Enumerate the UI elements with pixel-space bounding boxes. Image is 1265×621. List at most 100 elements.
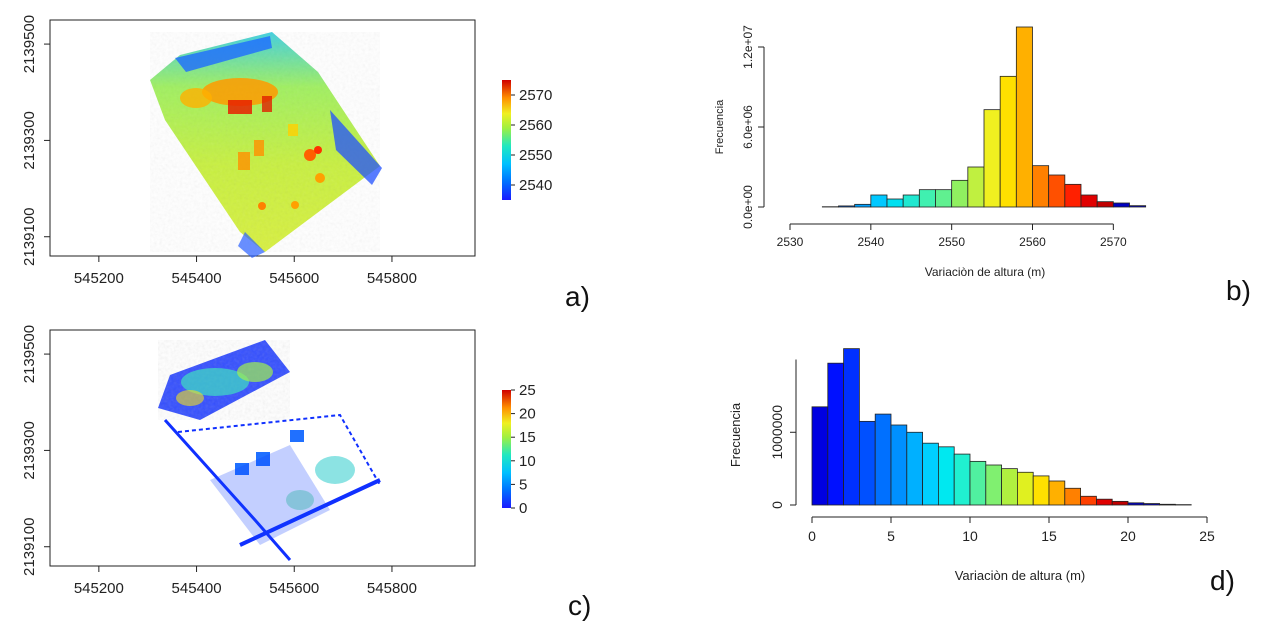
histogram-bar [906, 431, 923, 506]
map-c-colorbar: 0 5 10 15 20 25 [502, 382, 536, 517]
x-tick-label: 10 [962, 528, 978, 544]
map-a-colorbar: 2540 2550 2560 2570 [502, 80, 552, 200]
y-tick-label: 1000000 [769, 405, 785, 460]
histogram-d-x-label: Variaciòn de altura (m) [955, 568, 1086, 583]
histogram-bar [1159, 503, 1176, 506]
x-tick-label: 25 [1199, 528, 1215, 544]
y-tick-label: 2139100 [21, 518, 38, 576]
histogram-bar [935, 189, 953, 208]
histogram-bar [951, 179, 969, 208]
histogram-bar [938, 446, 955, 506]
map-c-colorbar-ticks: 0 5 10 15 20 25 [511, 382, 536, 517]
histogram-b-x-label: Variaciòn de altura (m) [925, 265, 1046, 279]
histogram-b-bars [821, 26, 1147, 208]
map-a-colorbar-ticks: 2540 2550 2560 2570 [511, 87, 552, 194]
histogram-bar [918, 189, 936, 208]
map-c-x-ticks: 545200 545400 545600 545800 [74, 566, 417, 597]
x-tick-label: 545600 [269, 270, 319, 287]
histogram-d: 0 5 10 15 20 25 0 1000000 Variaciòn de altura … [728, 348, 1215, 583]
y-tick-label: 1.2e+07 [741, 25, 755, 69]
colorbar-tick-label: 20 [519, 406, 536, 423]
histogram-bar [1129, 205, 1147, 208]
histogram-bar [1143, 503, 1161, 506]
histogram-bar [811, 406, 829, 506]
histogram-bar [843, 348, 860, 506]
histogram-bar [1096, 201, 1114, 208]
y-tick-label: 2139300 [21, 421, 38, 479]
histogram-bar [1064, 183, 1082, 208]
histogram-bar [1048, 480, 1066, 506]
x-tick-label: 15 [1041, 528, 1057, 544]
colorbar-tick-label: 2540 [519, 177, 552, 194]
x-tick-label: 545800 [367, 580, 417, 597]
histogram-bar [1080, 194, 1098, 208]
x-tick-label: 545400 [172, 580, 222, 597]
histogram-bar [922, 442, 939, 506]
histogram-bar [1032, 165, 1050, 208]
x-tick-label: 2530 [777, 235, 804, 249]
x-tick-label: 20 [1120, 528, 1136, 544]
map-c-colorbar-gradient [502, 390, 511, 508]
colorbar-tick-label: 2550 [519, 147, 552, 164]
y-tick-label: 2139500 [21, 325, 38, 383]
histogram-bar [1048, 174, 1066, 208]
histogram-d-bars [811, 348, 1192, 506]
x-tick-label: 545600 [269, 580, 319, 597]
histogram-bar [1015, 26, 1033, 208]
panel-label-d: d) [1210, 565, 1235, 596]
panel-label-c: c) [568, 590, 591, 621]
x-tick-label: 5 [887, 528, 895, 544]
histogram-bar [1032, 475, 1050, 506]
histogram-bar [1111, 500, 1129, 506]
y-tick-label: 0 [769, 501, 785, 509]
histogram-bar [1096, 498, 1113, 506]
histogram-d-y-label: Frecuencia [728, 402, 743, 467]
histogram-bar [854, 203, 872, 208]
histogram-b: 2530 2540 2550 2560 2570 0.0e+00 6.0e+06 1.2e+… [714, 25, 1147, 279]
histogram-bar [969, 460, 987, 506]
histogram-bar [886, 198, 904, 208]
histogram-bar [953, 453, 971, 506]
x-tick-label: 545200 [74, 270, 124, 287]
histogram-bar [1001, 468, 1018, 506]
x-tick-label: 0 [808, 528, 816, 544]
map-a-colorbar-gradient [502, 80, 511, 200]
x-tick-label: 2550 [938, 235, 965, 249]
y-tick-label: 6.0e+06 [741, 105, 755, 149]
histogram-b-x-axis: 2530 2540 2550 2560 2570 [777, 223, 1127, 249]
colorbar-tick-label: 25 [519, 382, 536, 399]
histogram-bar [890, 424, 908, 506]
colorbar-tick-label: 2570 [519, 87, 552, 104]
y-tick-label: 2139300 [21, 111, 38, 169]
map-a-raster [150, 32, 382, 258]
x-tick-label: 545400 [172, 270, 222, 287]
histogram-b-y-axis: 0.0e+00 6.0e+06 1.2e+07 [741, 25, 765, 229]
histogram-d-x-axis: 0 5 10 15 20 25 [808, 516, 1215, 544]
histogram-bar [838, 205, 856, 208]
panel-label-a: a) [565, 281, 590, 312]
histogram-bar [1017, 471, 1034, 506]
histogram-bar [827, 362, 844, 506]
histogram-bar [1080, 495, 1097, 506]
x-tick-label: 545200 [74, 580, 124, 597]
histogram-bar [870, 194, 888, 208]
map-a-frame [49, 19, 476, 257]
histogram-bar [874, 413, 892, 506]
colorbar-tick-label: 5 [519, 476, 527, 493]
histogram-bar [859, 420, 876, 506]
histogram-bar [1127, 502, 1145, 506]
colorbar-tick-label: 0 [519, 500, 527, 517]
map-c-y-ticks: 2139100 2139300 2139500 [21, 325, 50, 576]
histogram-bar [1112, 202, 1130, 208]
x-tick-label: 2560 [1019, 235, 1046, 249]
histogram-bar [985, 464, 1002, 506]
histogram-d-y-axis: 0 1000000 [769, 359, 797, 509]
y-tick-label: 2139500 [21, 15, 38, 73]
histogram-b-y-label: Frecuencia [714, 99, 726, 154]
map-a: 2540 2550 2560 2570 545200 545400 545600 54580… [21, 15, 552, 287]
histogram-bar [967, 166, 985, 208]
colorbar-tick-label: 10 [519, 453, 536, 470]
y-tick-label: 0.0e+00 [741, 185, 755, 229]
colorbar-tick-label: 15 [519, 429, 536, 446]
